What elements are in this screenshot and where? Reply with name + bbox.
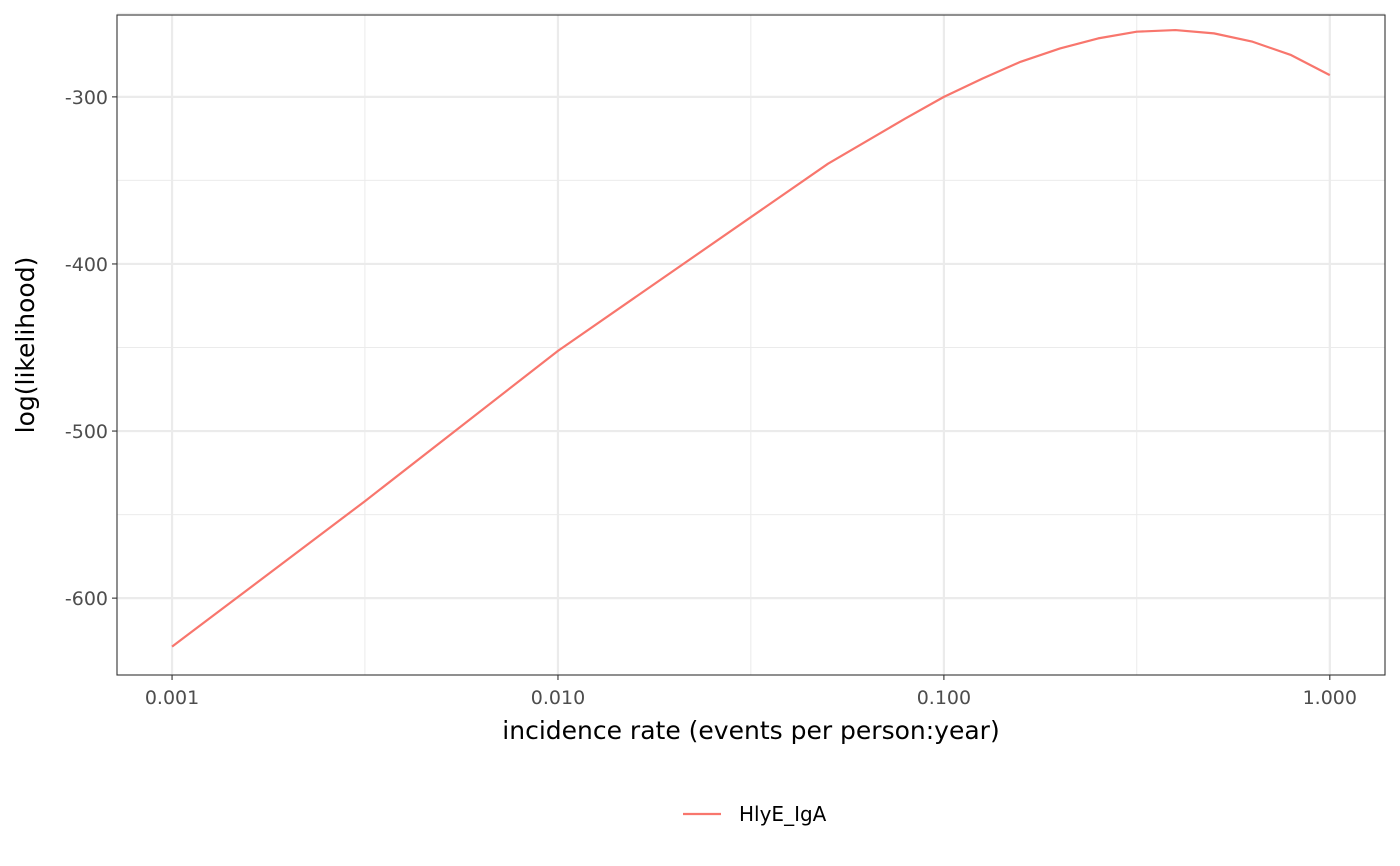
x-tick-label: 0.001 [145, 687, 199, 709]
y-axis: -300 -400 -500 -600 [65, 87, 117, 610]
minor-gridlines [117, 12, 1385, 675]
plot-panel-border [116, 14, 1386, 676]
x-tick-label: 0.010 [531, 687, 585, 709]
series-line-HlyE_IgA [171, 28, 1331, 648]
y-tick-label: -500 [65, 421, 108, 443]
legend: HlyE_IgA [683, 802, 827, 826]
series-layer [171, 28, 1331, 648]
major-gridlines [117, 15, 1385, 675]
y-tick-label: -300 [65, 87, 108, 109]
y-axis-title: log(likelihood) [11, 257, 40, 434]
x-tick-label: 0.100 [917, 687, 971, 709]
x-axis: 0.001 0.010 0.100 1.000 [145, 675, 1357, 709]
legend-label-HlyE_IgA: HlyE_IgA [739, 802, 827, 826]
y-tick-label: -600 [65, 588, 108, 610]
x-axis-title: incidence rate (events per person:year) [502, 716, 999, 745]
y-tick-label: -400 [65, 254, 108, 276]
x-tick-label: 1.000 [1303, 687, 1357, 709]
